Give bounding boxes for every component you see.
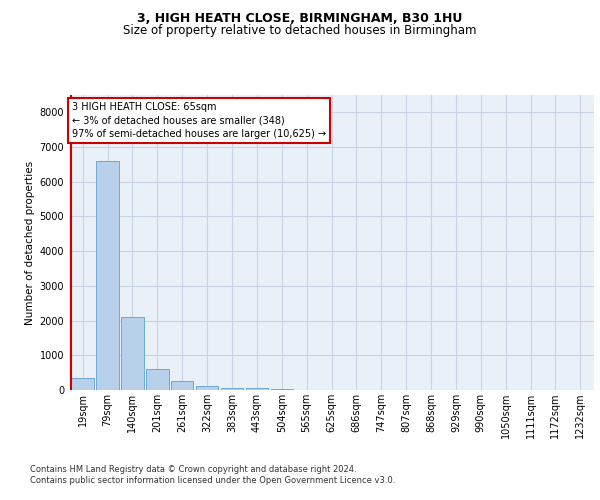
Text: Contains HM Land Registry data © Crown copyright and database right 2024.: Contains HM Land Registry data © Crown c… [30,465,356,474]
Bar [245,388,268,390]
Bar [221,388,243,390]
Bar [196,386,218,390]
Bar [121,317,143,390]
Text: Size of property relative to detached houses in Birmingham: Size of property relative to detached ho… [123,24,477,37]
Bar [271,389,293,390]
Bar [71,378,94,390]
Text: Contains public sector information licensed under the Open Government Licence v3: Contains public sector information licen… [30,476,395,485]
Text: 3 HIGH HEATH CLOSE: 65sqm
← 3% of detached houses are smaller (348)
97% of semi-: 3 HIGH HEATH CLOSE: 65sqm ← 3% of detach… [71,102,326,139]
Text: 3, HIGH HEATH CLOSE, BIRMINGHAM, B30 1HU: 3, HIGH HEATH CLOSE, BIRMINGHAM, B30 1HU [137,12,463,26]
Bar [171,382,193,390]
Y-axis label: Number of detached properties: Number of detached properties [25,160,35,324]
Bar [146,369,169,390]
Bar [97,161,119,390]
